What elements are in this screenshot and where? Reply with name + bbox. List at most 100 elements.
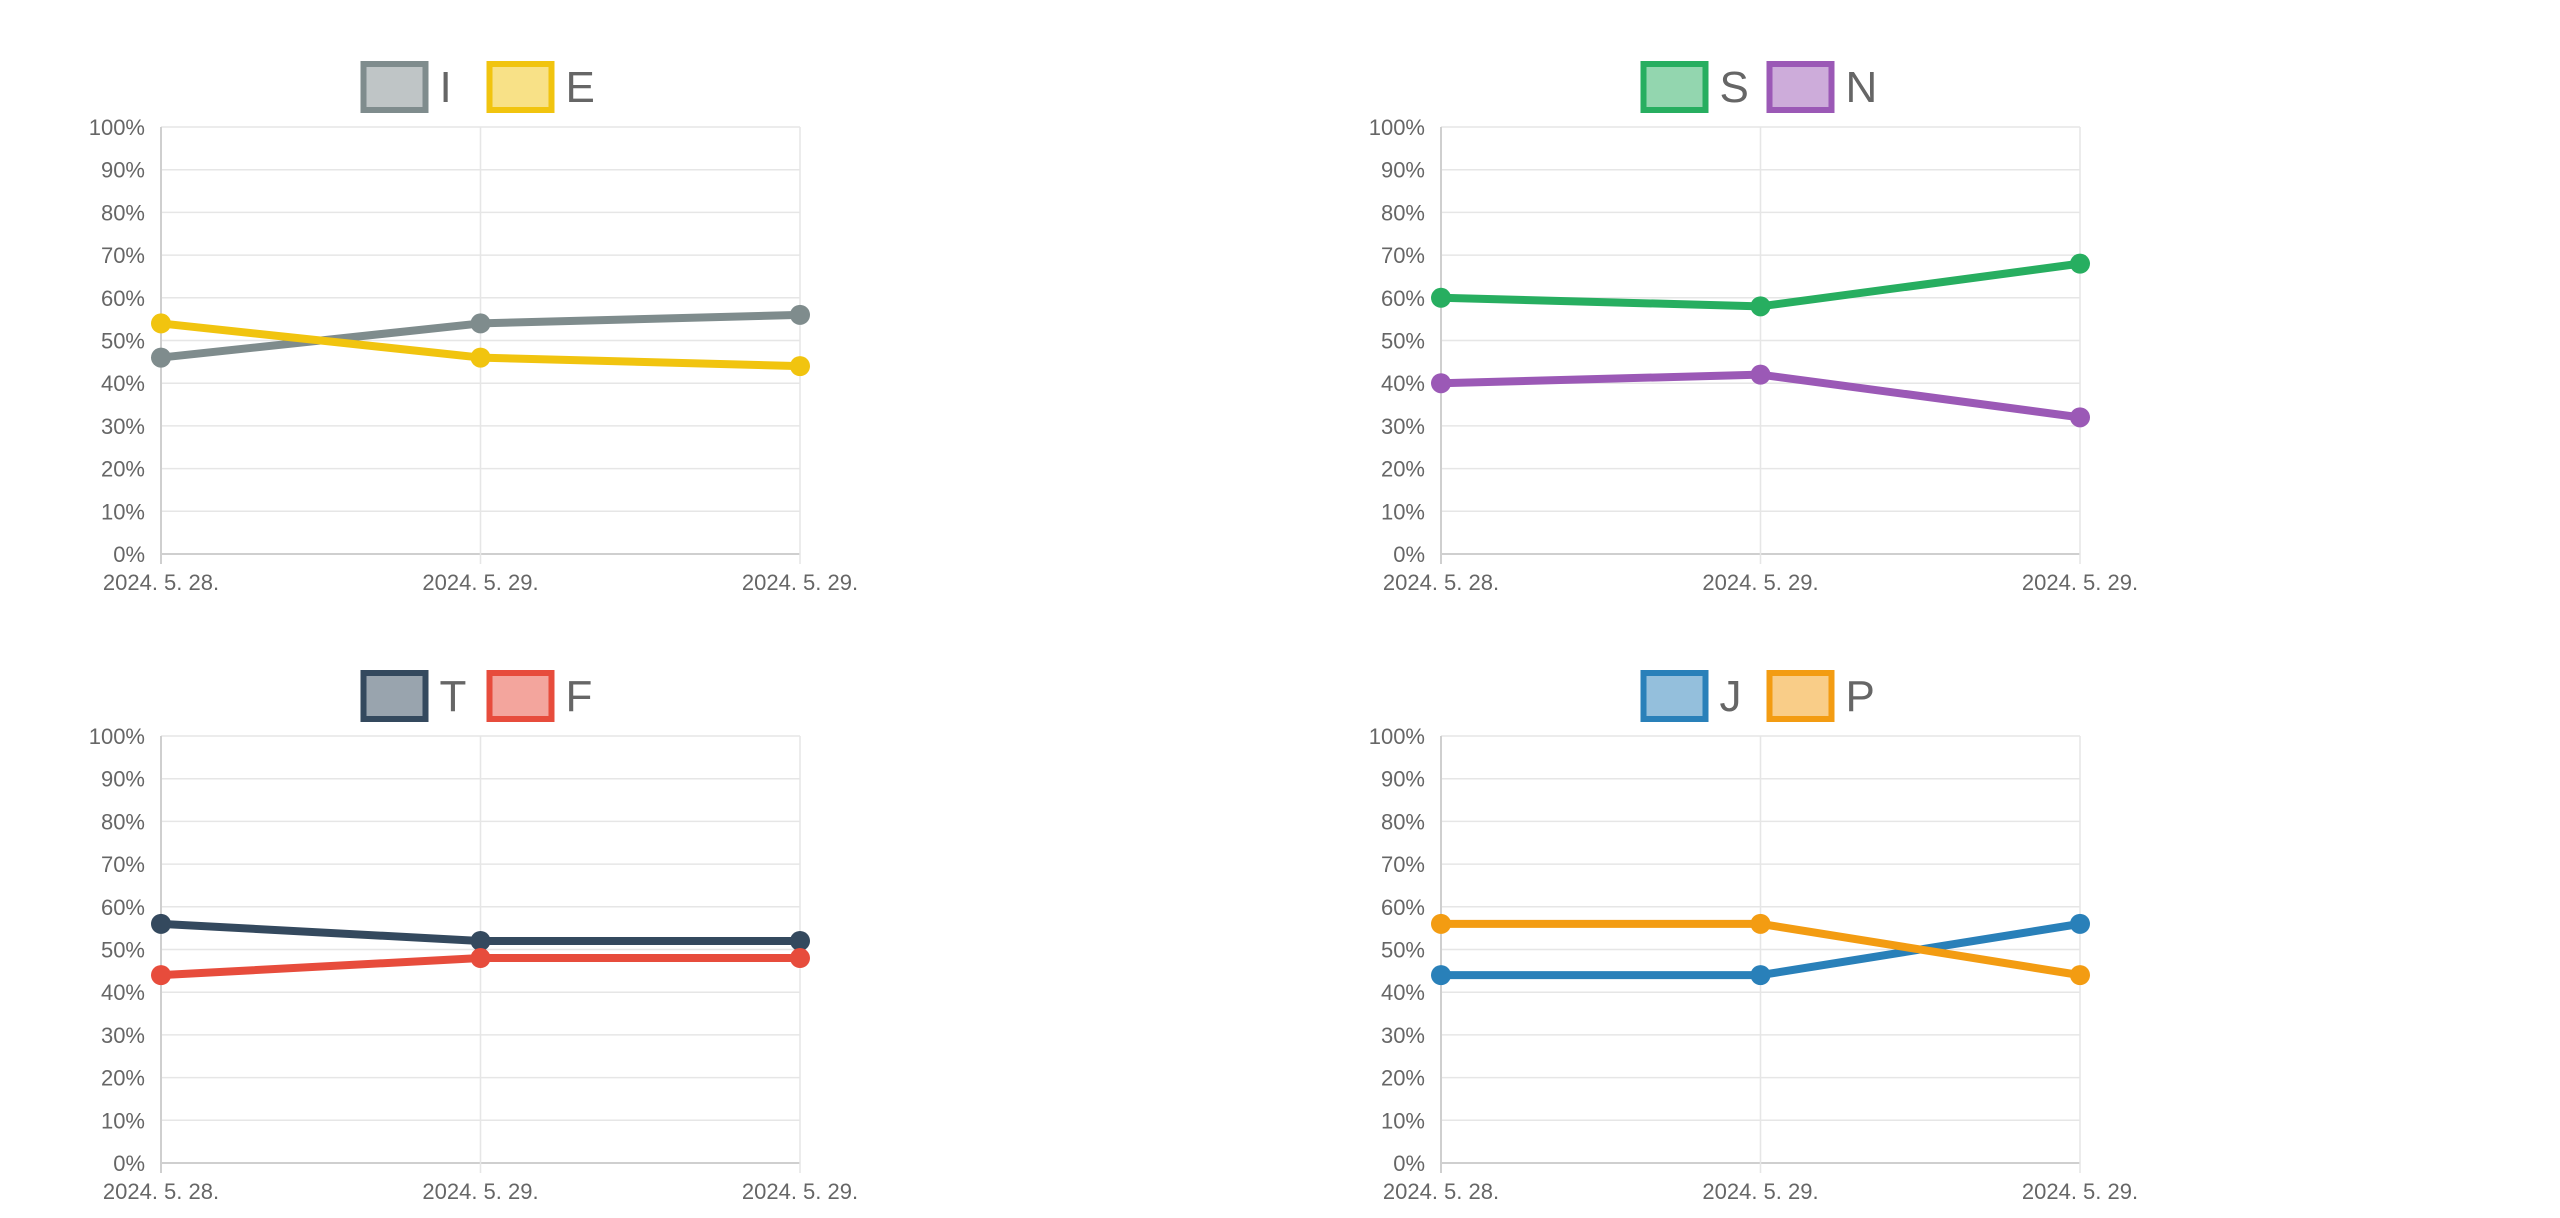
y-tick-label: 60% [1381, 286, 1425, 311]
y-tick-label: 20% [101, 1066, 145, 1091]
y-tick-label: 70% [1381, 243, 1425, 268]
legend-label: P [1846, 672, 1875, 721]
y-tick-label: 100% [89, 724, 145, 749]
line-chart: 0% 10% 20% 30% 40% 50% 60% 70% 80% 90% 100% 2024. 5… [89, 670, 858, 1204]
y-tick-label: 90% [1381, 767, 1425, 792]
x-tick-label: 2024. 5. 28. [1383, 570, 1499, 595]
y-tick-label: 10% [101, 1108, 145, 1133]
y-tick-label: 100% [1369, 724, 1425, 749]
y-tick-label: 20% [1381, 1066, 1425, 1091]
y-tick-label: 90% [101, 158, 145, 183]
data-point-e[interactable] [790, 356, 810, 377]
data-point-f[interactable] [151, 965, 171, 986]
y-tick-label: 50% [1381, 329, 1425, 354]
y-tick-label: 20% [1381, 457, 1425, 482]
data-point-i[interactable] [151, 347, 171, 368]
data-point-i[interactable] [470, 313, 491, 334]
data-point-f[interactable] [470, 948, 491, 969]
data-point-f[interactable] [790, 948, 810, 969]
data-point-t[interactable] [790, 930, 810, 951]
data-point-e[interactable] [151, 313, 171, 334]
x-tick-label: 2024. 5. 29. [2022, 570, 2138, 595]
legend-item-e[interactable]: E [486, 61, 595, 113]
legend-item-s[interactable]: S [1640, 61, 1749, 113]
data-point-p[interactable] [1750, 913, 1771, 934]
y-tick-label: 90% [1381, 158, 1425, 183]
y-tick-label: 60% [1381, 895, 1425, 920]
x-tick-label: 2024. 5. 28. [103, 1179, 219, 1204]
legend-swatch [486, 61, 555, 113]
data-point-s[interactable] [2070, 253, 2090, 274]
y-tick-label: 10% [1381, 1108, 1425, 1133]
y-tick-label: 80% [1381, 809, 1425, 834]
data-point-n[interactable] [1750, 364, 1771, 385]
y-tick-label: 0% [113, 1151, 145, 1176]
legend-label: I [440, 63, 452, 112]
x-tick-label: 2024. 5. 29. [422, 570, 538, 595]
y-tick-label: 10% [101, 499, 145, 524]
y-tick-label: 30% [1381, 1023, 1425, 1048]
y-tick-label: 40% [1381, 371, 1425, 396]
legend-swatch [360, 670, 429, 722]
y-tick-label: 0% [1393, 542, 1425, 567]
data-point-n[interactable] [1431, 373, 1451, 394]
chart-panel-s-n: 0% 10% 20% 30% 40% 50% 60% 70% 80% 90% 100% 2024. 5… [1280, 0, 2560, 609]
legend-swatch [1766, 61, 1835, 113]
y-tick-label: 80% [101, 200, 145, 225]
y-tick-label: 60% [101, 286, 145, 311]
data-point-j[interactable] [1431, 965, 1451, 986]
y-tick-label: 50% [101, 329, 145, 354]
y-tick-label: 40% [101, 980, 145, 1005]
legend-swatch [360, 61, 429, 113]
data-point-p[interactable] [1431, 913, 1451, 934]
y-tick-label: 0% [1393, 1151, 1425, 1176]
legend-item-f[interactable]: F [486, 670, 593, 722]
legend-item-t[interactable]: T [360, 670, 467, 722]
data-point-i[interactable] [790, 304, 810, 325]
x-tick-label: 2024. 5. 29. [422, 1179, 538, 1204]
legend-label: N [1846, 63, 1878, 112]
legend-swatch [1766, 670, 1835, 722]
y-tick-label: 50% [101, 938, 145, 963]
y-tick-label: 30% [1381, 414, 1425, 439]
y-tick-label: 70% [1381, 852, 1425, 877]
legend-item-n[interactable]: N [1766, 61, 1878, 113]
y-tick-label: 100% [1369, 115, 1425, 140]
legend-label: S [1720, 63, 1749, 112]
y-tick-label: 70% [101, 243, 145, 268]
data-point-j[interactable] [2070, 913, 2090, 934]
legend-swatch [486, 670, 555, 722]
chart-panel-i-e: 0% 10% 20% 30% 40% 50% 60% 70% 80% 90% 100% 2024. 5… [0, 0, 1280, 609]
legend-label: E [566, 63, 595, 112]
legend-item-p[interactable]: P [1766, 670, 1875, 722]
y-tick-label: 70% [101, 852, 145, 877]
data-point-n[interactable] [2070, 407, 2090, 428]
y-tick-label: 80% [101, 809, 145, 834]
data-point-p[interactable] [2070, 965, 2090, 986]
legend-label: F [566, 672, 593, 721]
x-tick-label: 2024. 5. 28. [1383, 1179, 1499, 1204]
x-tick-label: 2024. 5. 29. [1702, 1179, 1818, 1204]
y-tick-label: 80% [1381, 200, 1425, 225]
x-tick-label: 2024. 5. 28. [103, 570, 219, 595]
data-point-e[interactable] [470, 347, 491, 368]
data-point-j[interactable] [1750, 965, 1771, 986]
y-tick-label: 50% [1381, 938, 1425, 963]
y-tick-label: 30% [101, 414, 145, 439]
y-tick-label: 10% [1381, 499, 1425, 524]
y-tick-label: 20% [101, 457, 145, 482]
x-tick-label: 2024. 5. 29. [742, 570, 858, 595]
legend-item-i[interactable]: I [360, 61, 452, 113]
line-chart: 0% 10% 20% 30% 40% 50% 60% 70% 80% 90% 100% 2024. 5… [1369, 61, 2138, 595]
data-point-s[interactable] [1431, 287, 1451, 308]
legend-item-j[interactable]: J [1640, 670, 1742, 722]
data-point-t[interactable] [470, 930, 491, 951]
y-tick-label: 40% [101, 371, 145, 396]
line-chart: 0% 10% 20% 30% 40% 50% 60% 70% 80% 90% 100% 2024. 5… [1369, 670, 2138, 1204]
legend-swatch [1640, 670, 1709, 722]
y-tick-label: 0% [113, 542, 145, 567]
data-point-s[interactable] [1750, 296, 1771, 317]
data-point-t[interactable] [151, 913, 171, 934]
chart-panel-t-f: 0% 10% 20% 30% 40% 50% 60% 70% 80% 90% 100% 2024. 5… [0, 609, 1280, 1218]
